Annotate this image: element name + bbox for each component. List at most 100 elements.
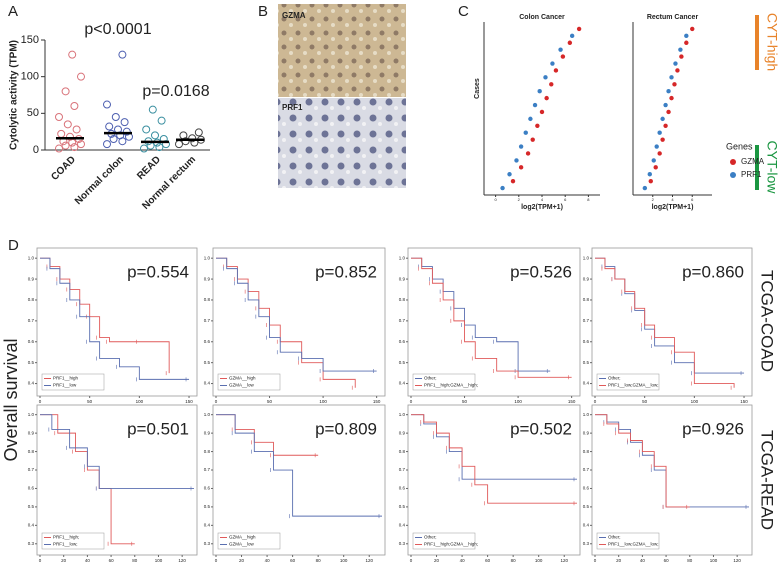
legend-label: GZMA__low [229,383,255,388]
data-point [528,116,533,122]
legend-label: PRF1__low; [53,542,78,547]
x-tick-label: 150 [568,399,576,404]
legend-label: GZMA__high [229,535,256,540]
x-tick-label: 150 [740,399,748,404]
y-tick-label: 0.9 [28,276,35,281]
x-tick-label: 80 [687,558,693,563]
y-tick-label: 0.5 [399,504,406,509]
data-point [660,116,665,122]
data-point [72,125,81,134]
y-tick-label: 0.7 [204,318,211,323]
y-tick-label: 0.6 [583,339,590,344]
y-tick-label: 0.5 [28,504,35,509]
annotation: p=0.860 [682,262,744,281]
x-tick-label: 50 [87,399,93,404]
x-tick-label: 6 [564,197,567,202]
data-point [666,109,671,115]
x-tick-label: 100 [710,558,718,563]
y-tick-label: 0.5 [28,360,35,365]
data-point [669,95,674,101]
y-tick-label: 1.0 [399,412,406,417]
y-tick-label: 0.9 [399,430,406,435]
x-tick-label: 4 [541,197,544,202]
legend-label: Other; [608,535,621,540]
survival-curve [40,414,194,489]
y-tick-label: 0.3 [583,541,590,546]
y-tick-label: 0.7 [28,318,35,323]
y-tick-label: 0.7 [583,467,590,472]
x-tick-label: 0 [39,399,42,404]
x-tick-label: 100 [535,558,543,563]
data-point [57,129,66,138]
x-tick-label: 120 [560,558,568,563]
data-point [63,120,72,129]
x-axis-title: log2(TPM+1) [652,204,694,211]
plot-frame [591,247,753,397]
data-point [673,61,678,66]
panel-letter: B [258,3,268,20]
y-tick-label: 0.4 [204,381,211,386]
y-tick-label: 0.4 [583,523,590,528]
x-tick-label: 2 [518,197,521,202]
data-point [651,158,656,163]
x-tick-label: 120 [178,558,186,563]
survival-curve [411,257,551,372]
chart-title: Rectum Cancer [647,14,699,21]
x-tick-label: 2 [652,197,655,202]
x-tick-label: 80 [511,558,517,563]
survival-curve [411,414,577,504]
legend-swatch [730,172,736,178]
row-label: TCGA-COAD [758,270,777,372]
y-tick-label: 0.6 [28,339,35,344]
ihc-image [278,98,406,188]
survival-curve [40,257,170,374]
data-point [549,82,554,87]
x-tick-label: 150 [373,399,381,404]
y-tick-label: 0.3 [28,541,35,546]
x-tick-label: 100 [691,399,699,404]
data-point [162,140,170,149]
y-tick-label: 0 [33,144,39,156]
plot-frame [212,247,386,397]
x-tick-label: 0 [594,558,597,563]
x-tick-label: 0 [494,197,497,202]
cyt-label: CYT-low [764,141,778,195]
data-point [669,75,674,80]
y-tick-label: 0.6 [204,339,211,344]
y-axis-title: Cases [474,78,481,99]
plot-frame [36,404,198,556]
legend-label: PRF1__high;GZMA__high; [424,542,478,547]
data-point [103,100,111,109]
y-tick-label: 0.6 [204,486,211,491]
data-point [539,109,545,115]
data-point [151,131,159,140]
data-point [663,102,668,108]
legend-swatch [730,159,736,165]
survival-curve [40,414,135,545]
data-point [525,151,531,156]
data-point [679,54,684,59]
x-tick-label: 50 [462,399,468,404]
data-point [109,135,118,143]
data-point [157,116,166,125]
legend-box [412,373,476,391]
x-tick-label: 100 [155,558,163,563]
x-tick-label: 40 [640,558,646,563]
data-point [560,54,566,59]
legend-label: PRF1__low;GZMA__low; [608,383,659,388]
data-point [142,125,151,134]
legend-label: GZMA [741,157,765,166]
data-point [111,113,120,121]
y-tick-label: 0.9 [399,276,406,281]
y-tick-label: 0.7 [204,467,211,472]
data-point [654,144,659,149]
legend-label: PRF1__low;GZMA__low; [608,542,659,547]
data-point [675,68,680,73]
x-tick-label: 0 [594,399,597,404]
y-axis-title: Overall survival [1,338,21,461]
y-tick-label: 0.4 [204,523,211,528]
data-point [550,61,555,66]
x-tick-label: 150 [185,399,193,404]
y-tick-label: 0.9 [204,430,211,435]
y-tick-label: 0.7 [399,318,406,323]
